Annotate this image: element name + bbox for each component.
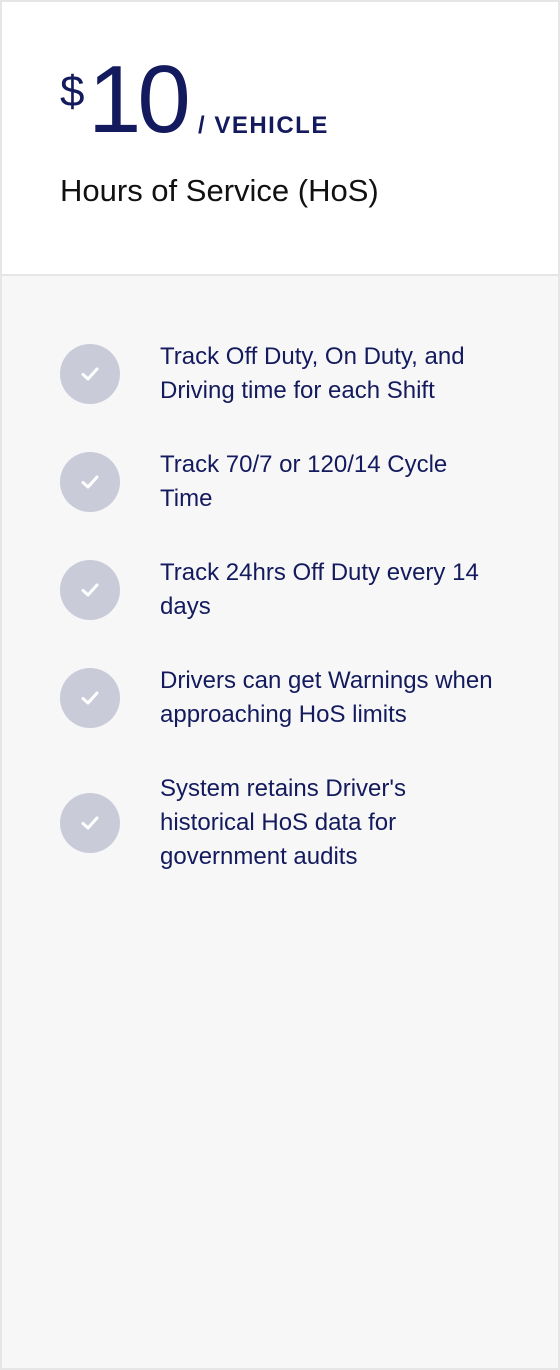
feature-text: Track 24hrs Off Duty every 14 days [160, 559, 479, 620]
price-per-unit: / VEHICLE [198, 112, 329, 139]
feature-list: Track Off Duty, On Duty, and Driving tim… [60, 340, 500, 914]
feature-text: System retains Driver's historical HoS d… [160, 775, 406, 870]
feature-item: System retains Driver's historical HoS d… [60, 772, 500, 874]
check-icon [60, 668, 120, 728]
price-currency: $ [60, 67, 85, 116]
check-icon [60, 793, 120, 853]
features-panel: Track Off Duty, On Duty, and Driving tim… [2, 276, 558, 1368]
feature-item: Track 24hrs Off Duty every 14 days [60, 556, 500, 624]
feature-text: Track 70/7 or 120/14 Cycle Time [160, 451, 448, 512]
plan-name: Hours of Service (HoS) [60, 173, 379, 208]
check-icon [60, 344, 120, 404]
feature-item: Track Off Duty, On Duty, and Driving tim… [60, 340, 500, 408]
price: $ 10 / VEHICLE [60, 52, 520, 152]
feature-text: Drivers can get Warnings when approachin… [160, 667, 493, 728]
feature-item: Track 70/7 or 120/14 Cycle Time [60, 448, 500, 516]
feature-item: Drivers can get Warnings when approachin… [60, 664, 500, 732]
feature-text: Track Off Duty, On Duty, and Driving tim… [160, 343, 465, 404]
pricing-header: $ 10 / VEHICLE Hours of Service (HoS) [2, 2, 558, 276]
check-icon [60, 452, 120, 512]
check-icon [60, 560, 120, 620]
price-amount: 10 [88, 46, 191, 153]
